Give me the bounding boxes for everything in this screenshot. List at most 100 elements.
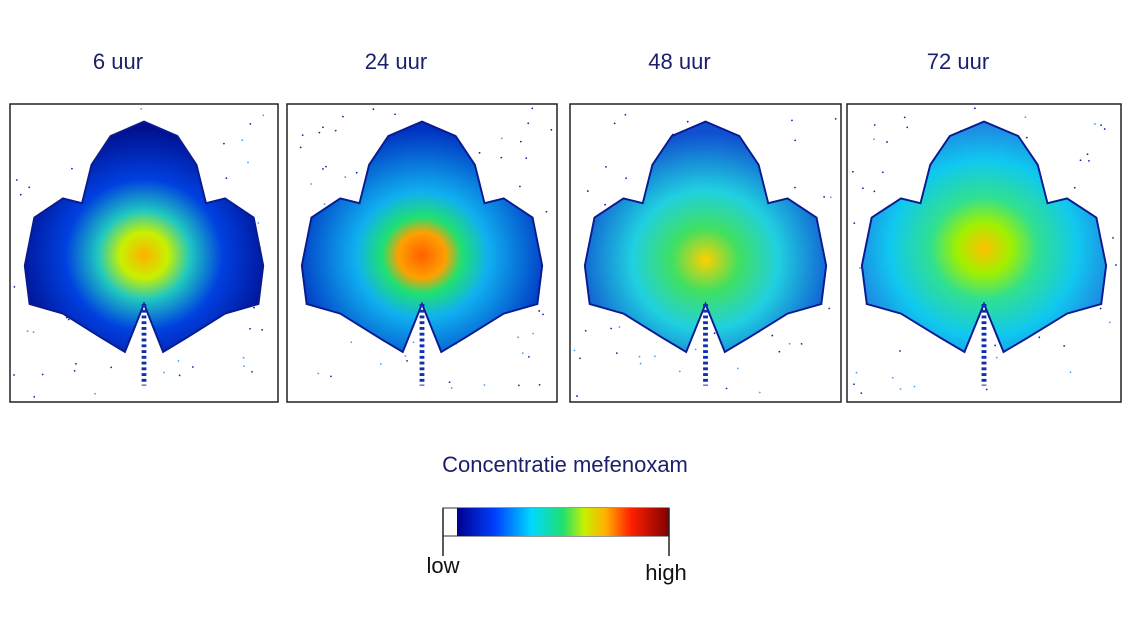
speck	[736, 367, 739, 370]
speck	[625, 177, 627, 180]
speck	[1094, 123, 1096, 125]
panel-title: 6 uur	[93, 49, 143, 74]
speck	[881, 171, 884, 174]
speck	[67, 318, 70, 321]
speck	[527, 122, 530, 125]
speck	[794, 186, 796, 189]
speck	[788, 342, 791, 345]
speck	[251, 371, 253, 373]
speck	[1038, 336, 1041, 339]
scale-gradient	[457, 508, 669, 536]
speck	[1063, 345, 1066, 347]
speck	[323, 203, 326, 205]
speck	[573, 349, 576, 352]
speck	[243, 365, 245, 368]
speck	[542, 313, 544, 316]
speck	[519, 140, 522, 143]
speck	[1099, 307, 1102, 310]
speck	[247, 161, 249, 164]
speck	[261, 328, 264, 331]
speck	[586, 190, 589, 192]
speck	[225, 177, 228, 180]
speck	[334, 129, 337, 132]
speck	[550, 128, 553, 131]
speck	[19, 193, 22, 196]
speck	[800, 342, 803, 345]
speck	[610, 327, 613, 330]
speck	[995, 356, 998, 359]
speck	[483, 384, 486, 386]
legend-title: Concentratie mefenoxam	[442, 452, 688, 477]
speck	[538, 383, 541, 386]
speck	[584, 329, 587, 332]
speck	[32, 331, 35, 334]
speck	[859, 267, 861, 269]
speck	[639, 362, 642, 365]
speck	[1115, 264, 1117, 266]
speck	[1088, 159, 1090, 162]
speck	[249, 327, 251, 330]
speck	[223, 142, 225, 145]
speck	[906, 126, 909, 129]
speck	[299, 146, 302, 149]
speck	[899, 350, 901, 352]
speck	[678, 370, 681, 373]
leaf	[23, 120, 265, 386]
speck	[974, 107, 976, 110]
speck	[301, 134, 304, 137]
panels: 6 uur 24 uur 48 uur 72 uur	[9, 49, 1122, 403]
speck	[140, 107, 143, 110]
panel-title: 48 uur	[648, 49, 710, 74]
speck	[394, 113, 396, 116]
speck	[794, 139, 796, 142]
speck	[823, 196, 826, 198]
speck	[686, 120, 689, 123]
speck	[791, 119, 793, 122]
speck	[191, 366, 194, 368]
speck	[778, 350, 781, 353]
speck	[531, 107, 534, 110]
speck	[178, 374, 181, 377]
speck	[527, 355, 530, 358]
speck	[855, 371, 858, 374]
leaf-shape	[300, 120, 544, 354]
speck	[28, 186, 31, 189]
speck	[985, 388, 988, 391]
speck	[500, 137, 503, 140]
speck	[342, 115, 344, 118]
speck	[1103, 128, 1106, 130]
speck	[325, 165, 327, 168]
speck	[994, 344, 997, 347]
panel-title: 24 uur	[365, 49, 427, 74]
speck	[538, 310, 541, 312]
speck	[1073, 186, 1076, 189]
leaf	[583, 120, 828, 386]
speck	[110, 366, 113, 369]
leaf	[860, 120, 1108, 386]
speck	[318, 131, 321, 134]
speck	[517, 336, 519, 339]
speck	[829, 196, 832, 199]
speck	[310, 183, 313, 185]
speck	[1069, 371, 1072, 374]
speck	[41, 373, 44, 376]
speck	[1112, 236, 1114, 239]
speck	[1079, 159, 1082, 162]
speck	[758, 391, 761, 394]
color-scale: low high	[426, 507, 687, 585]
speck	[13, 285, 16, 288]
speck	[15, 179, 18, 181]
speck	[873, 138, 875, 141]
panel: 6 uur	[9, 49, 279, 403]
speck	[350, 341, 353, 344]
low-label: low	[426, 553, 459, 578]
speck	[163, 371, 166, 374]
speck	[725, 387, 728, 390]
speck	[33, 395, 36, 398]
speck	[521, 352, 524, 355]
speck	[873, 124, 876, 126]
panel: 72 uur	[846, 49, 1122, 403]
speck	[605, 165, 607, 168]
speck	[638, 355, 641, 358]
